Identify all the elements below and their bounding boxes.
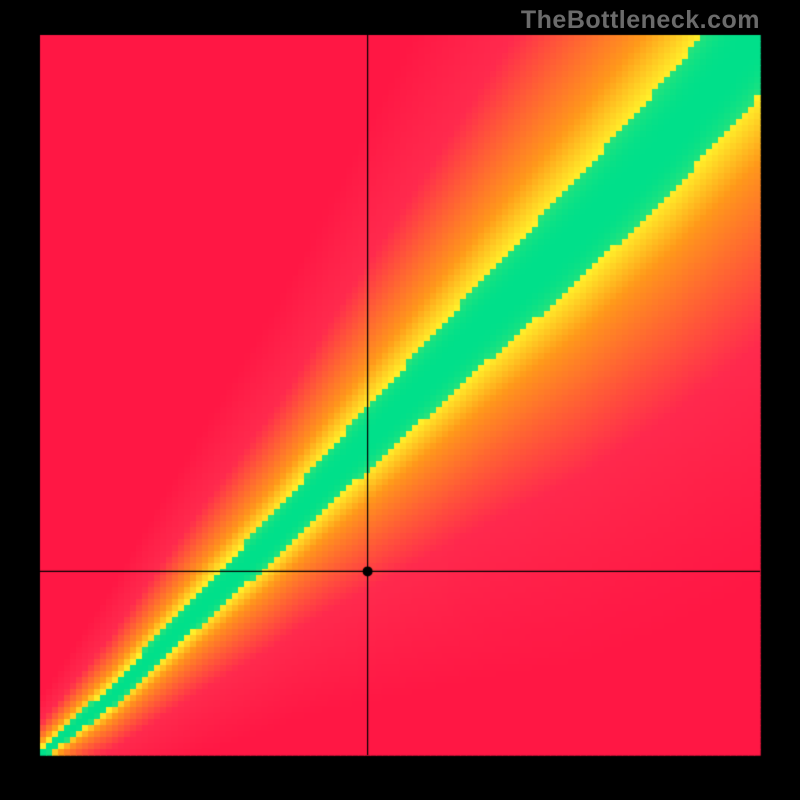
heatmap-canvas: [0, 0, 800, 800]
chart-container: TheBottleneck.com: [0, 0, 800, 800]
watermark-text: TheBottleneck.com: [521, 6, 760, 35]
